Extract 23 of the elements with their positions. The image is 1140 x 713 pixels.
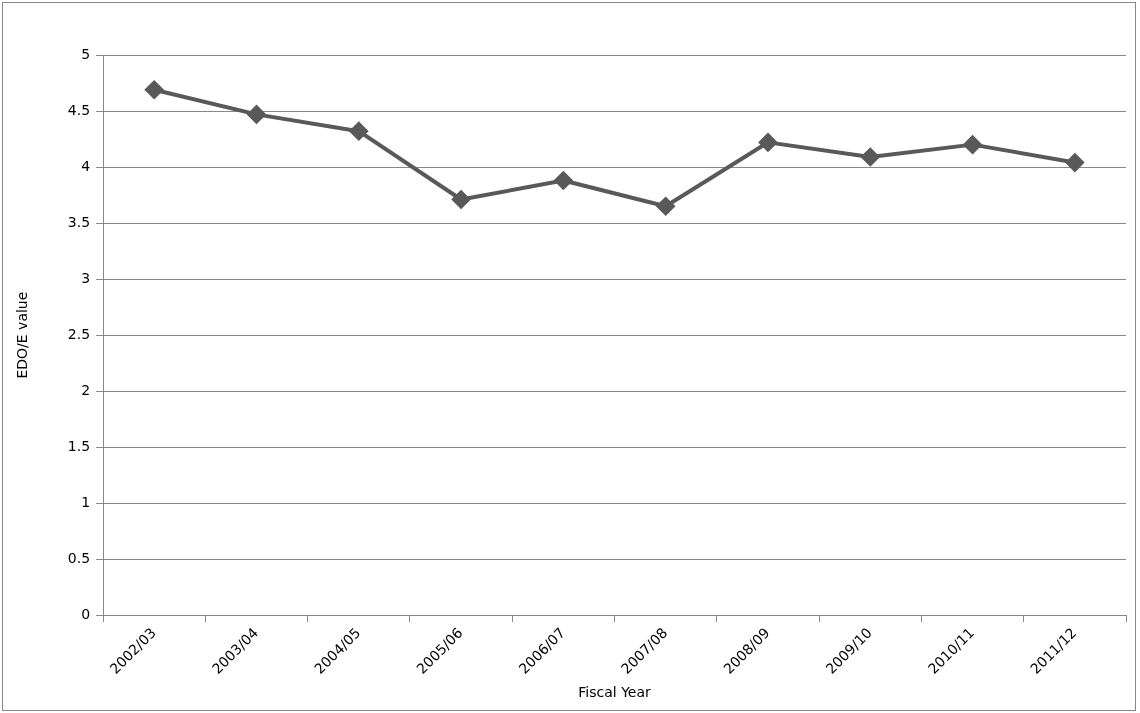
point — [554, 171, 573, 190]
y-tick-label: 4.5 — [67, 101, 91, 118]
y-tick-label: 3 — [81, 269, 91, 286]
y-axis-title: EDO/E value — [14, 291, 31, 379]
point — [1065, 153, 1084, 172]
y-tick-label: 0.5 — [67, 549, 91, 566]
y-tick-label: 2.5 — [67, 325, 91, 342]
y-tick-label: 0 — [81, 605, 91, 622]
y-tick-label: 2 — [81, 381, 91, 398]
point — [963, 135, 982, 154]
point — [145, 80, 164, 99]
point — [758, 133, 777, 152]
point — [452, 190, 471, 209]
point — [861, 147, 880, 166]
y-tick-label: 4 — [81, 157, 91, 174]
point — [349, 122, 368, 141]
point — [247, 105, 266, 124]
x-axis-title: Fiscal Year — [578, 684, 652, 701]
y-tick-label: 3.5 — [67, 213, 91, 230]
y-tick-label: 5 — [81, 45, 91, 62]
y-tick-label: 1.5 — [67, 437, 91, 454]
point — [656, 197, 675, 216]
y-tick-label: 1 — [81, 493, 91, 510]
